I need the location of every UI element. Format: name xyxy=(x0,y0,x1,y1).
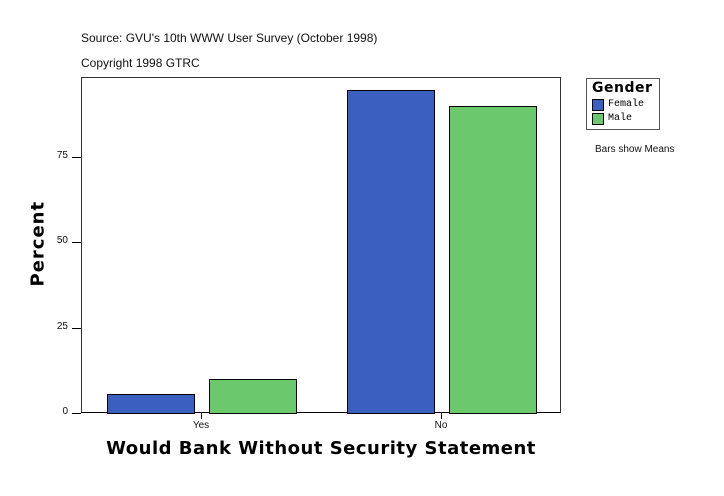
x-tick-label: Yes xyxy=(192,420,210,431)
source-note: Source: GVU's 10th WWW User Survey (Octo… xyxy=(81,31,378,45)
bar-yes-female xyxy=(107,394,195,414)
y-tick-label: 0 xyxy=(62,406,68,417)
x-tick-label: No xyxy=(434,420,448,431)
legend: Gender Female Male xyxy=(586,78,660,130)
legend-swatch-male xyxy=(592,113,604,125)
y-axis-title: Percent xyxy=(27,200,49,287)
legend-label-female: Female xyxy=(608,99,645,110)
y-tick-0 xyxy=(72,413,81,414)
y-tick-label: 25 xyxy=(56,321,68,332)
y-tick-50 xyxy=(72,242,81,243)
legend-swatch-female xyxy=(592,99,604,111)
x-axis-title: Would Bank Without Security Statement xyxy=(106,438,536,459)
x-tick-no xyxy=(441,413,442,419)
y-tick-label: 50 xyxy=(56,235,68,246)
y-tick-label: 75 xyxy=(56,150,68,161)
legend-title: Gender xyxy=(592,80,653,96)
bar-no-male xyxy=(449,106,537,414)
legend-label-male: Male xyxy=(608,113,633,124)
bars-show-means-note: Bars show Means xyxy=(595,144,675,155)
x-tick-yes xyxy=(201,413,202,419)
y-tick-75 xyxy=(72,157,81,158)
bar-yes-male xyxy=(209,379,297,414)
bar-no-female xyxy=(347,90,435,414)
y-tick-25 xyxy=(72,328,81,329)
copyright-note: Copyright 1998 GTRC xyxy=(81,56,200,70)
